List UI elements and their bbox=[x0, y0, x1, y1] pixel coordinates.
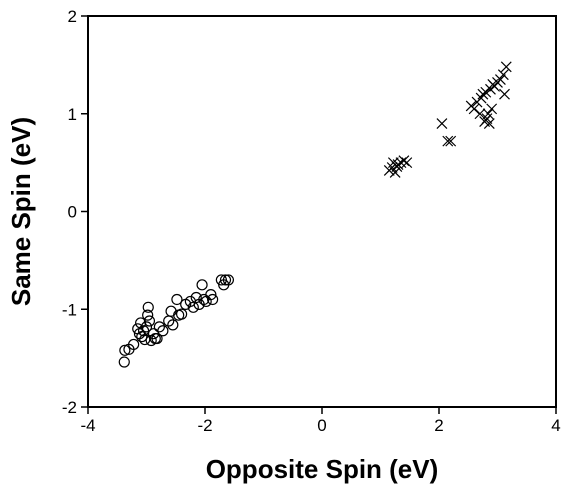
x-tick-label: -4 bbox=[80, 416, 95, 435]
circle-data-point bbox=[190, 291, 202, 304]
circle-data-point bbox=[222, 274, 234, 286]
axis-ticks bbox=[81, 15, 557, 414]
circle-data-point bbox=[119, 344, 131, 356]
y-tick-label: -2 bbox=[62, 398, 77, 417]
x-data-point bbox=[482, 108, 494, 120]
circle-data-point bbox=[142, 301, 154, 313]
x-data-point bbox=[436, 118, 448, 129]
x-data-point bbox=[398, 155, 410, 167]
circle-data-point bbox=[143, 315, 156, 327]
circle-data-point bbox=[171, 293, 183, 306]
x-tick-label: -2 bbox=[197, 416, 212, 435]
x-data-point bbox=[395, 157, 407, 169]
x-data-point bbox=[392, 159, 404, 171]
y-axis-label: Same Spin (eV) bbox=[6, 117, 36, 306]
x-tick-label: 4 bbox=[551, 416, 560, 435]
circle-data-point bbox=[139, 333, 151, 346]
y-tick-label: -1 bbox=[62, 300, 77, 319]
circle-data-point bbox=[118, 356, 130, 368]
circle-data-point bbox=[136, 331, 148, 343]
circle-data-point bbox=[167, 319, 179, 331]
circle-data-point bbox=[219, 274, 232, 286]
plot-area bbox=[87, 15, 557, 408]
circle-data-point bbox=[142, 309, 154, 321]
x-data-point bbox=[468, 103, 480, 115]
x-data-point bbox=[495, 74, 506, 85]
x-data-point bbox=[477, 88, 489, 100]
x-data-point bbox=[499, 88, 510, 100]
circle-data-point bbox=[135, 317, 147, 329]
circle-data-point bbox=[176, 308, 188, 320]
x-data-point bbox=[401, 157, 413, 169]
y-tick-label: 0 bbox=[68, 203, 77, 222]
circle-data-point bbox=[207, 293, 219, 306]
circle-data-point bbox=[157, 325, 169, 337]
x-axis-label: Opposite Spin (eV) bbox=[206, 454, 439, 484]
x-data-point bbox=[474, 108, 486, 120]
x-data-point bbox=[442, 135, 454, 147]
circle-data-point bbox=[165, 305, 177, 317]
data-points bbox=[118, 61, 512, 368]
y-tick-label: 2 bbox=[68, 7, 77, 26]
x-data-point bbox=[500, 61, 512, 73]
x-tick-label: 2 bbox=[434, 416, 443, 435]
circle-data-point bbox=[153, 321, 165, 333]
circle-data-point bbox=[151, 332, 163, 345]
x-data-point bbox=[445, 135, 457, 147]
circle-data-point bbox=[140, 321, 153, 333]
x-data-point bbox=[483, 118, 495, 129]
x-data-point bbox=[475, 92, 487, 104]
circle-data-point bbox=[196, 279, 208, 291]
circle-data-point bbox=[163, 315, 175, 327]
circle-data-point bbox=[205, 288, 217, 301]
circle-data-point bbox=[128, 338, 140, 351]
x-tick-label: 0 bbox=[317, 416, 326, 435]
x-data-point bbox=[389, 166, 401, 178]
x-data-point bbox=[486, 103, 498, 115]
y-tick-label: 1 bbox=[68, 105, 77, 124]
x-data-point bbox=[497, 69, 509, 81]
